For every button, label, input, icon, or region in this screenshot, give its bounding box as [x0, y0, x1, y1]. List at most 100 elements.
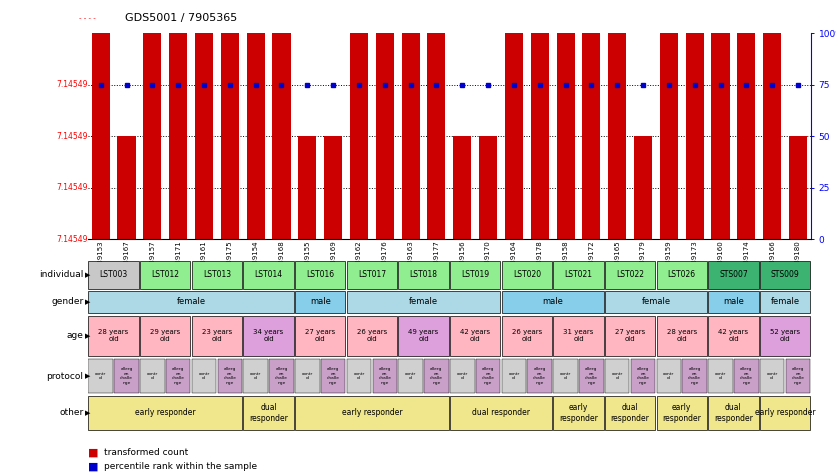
Text: contr
ol: contr ol	[508, 372, 519, 381]
Text: male: male	[310, 298, 331, 306]
Bar	[450, 359, 475, 393]
Text: gender: gender	[51, 298, 84, 306]
Text: contr
ol: contr ol	[250, 372, 262, 381]
Text: contr
ol: contr ol	[405, 372, 416, 381]
Text: contr
ol: contr ol	[198, 372, 210, 381]
Bar	[217, 359, 242, 393]
Text: female: female	[771, 298, 800, 306]
Bar	[453, 137, 472, 239]
Bar	[656, 261, 707, 289]
Bar	[89, 261, 139, 289]
Bar	[273, 33, 291, 239]
Text: 42 years
old: 42 years old	[460, 329, 490, 342]
Bar	[502, 359, 526, 393]
Bar	[115, 359, 139, 393]
Bar	[760, 359, 784, 393]
Bar	[295, 316, 345, 356]
Text: GSM989158: GSM989158	[563, 240, 568, 283]
Bar	[502, 261, 552, 289]
Text: LST013: LST013	[203, 270, 231, 279]
Text: contr
ol: contr ol	[663, 372, 675, 381]
Bar	[583, 33, 600, 239]
Bar	[350, 33, 368, 239]
Text: GSM989170: GSM989170	[485, 240, 491, 283]
Text: GDS5001 / 7905365: GDS5001 / 7905365	[125, 12, 237, 23]
Bar	[221, 33, 239, 239]
Bar	[708, 261, 758, 289]
Text: allerg
en
challe
nge: allerg en challe nge	[171, 367, 185, 385]
Text: contr
ol: contr ol	[147, 372, 158, 381]
Text: early
responder: early responder	[559, 403, 598, 422]
Text: contr
ol: contr ol	[354, 372, 364, 381]
Bar	[191, 359, 217, 393]
Text: LST021: LST021	[564, 270, 593, 279]
Text: GSM989180: GSM989180	[795, 240, 801, 283]
Text: early responder: early responder	[342, 409, 402, 417]
Text: ▶: ▶	[85, 410, 90, 416]
Bar	[760, 396, 810, 430]
Text: 26 years
old: 26 years old	[512, 329, 542, 342]
Text: allerg
en
challe
nge: allerg en challe nge	[430, 367, 443, 385]
Bar	[553, 261, 604, 289]
Text: early responder: early responder	[135, 409, 196, 417]
Text: GSM989167: GSM989167	[124, 240, 130, 283]
Text: allerg
en
challe
nge: allerg en challe nge	[585, 367, 598, 385]
Text: 42 years
old: 42 years old	[718, 329, 748, 342]
Bar	[557, 33, 574, 239]
Bar	[760, 316, 810, 356]
Bar	[295, 396, 449, 430]
Bar	[682, 359, 707, 393]
Bar	[686, 33, 704, 239]
Text: ▶: ▶	[85, 333, 90, 339]
Text: GSM989166: GSM989166	[769, 240, 775, 283]
Text: LST017: LST017	[358, 270, 386, 279]
Bar	[347, 291, 501, 313]
Bar	[243, 396, 293, 430]
Text: contr
ol: contr ol	[612, 372, 623, 381]
Text: STS009: STS009	[771, 270, 799, 279]
Bar	[479, 137, 497, 239]
Bar	[505, 33, 523, 239]
Text: GSM989175: GSM989175	[227, 240, 232, 283]
Text: ▶: ▶	[85, 373, 90, 379]
Bar	[631, 359, 655, 393]
Bar	[708, 396, 758, 430]
Bar	[324, 137, 342, 239]
Text: dual responder: dual responder	[472, 409, 530, 417]
Text: LST016: LST016	[306, 270, 334, 279]
Bar	[191, 261, 242, 289]
Text: LST020: LST020	[512, 270, 541, 279]
Bar	[89, 396, 242, 430]
Bar	[89, 316, 139, 356]
Bar	[528, 359, 552, 393]
Text: allerg
en
challe
nge: allerg en challe nge	[275, 367, 288, 385]
Text: GSM989177: GSM989177	[433, 240, 440, 283]
Text: GSM989157: GSM989157	[150, 240, 155, 283]
Bar	[579, 359, 604, 393]
Bar	[450, 261, 501, 289]
Text: LST003: LST003	[99, 270, 128, 279]
Text: 26 years
old: 26 years old	[357, 329, 387, 342]
Bar	[118, 137, 135, 239]
Bar	[398, 261, 449, 289]
Bar	[295, 261, 345, 289]
Text: GSM989164: GSM989164	[511, 240, 517, 283]
Text: female: female	[409, 298, 438, 306]
Bar	[656, 359, 681, 393]
Text: age: age	[67, 331, 84, 340]
Text: GSM989173: GSM989173	[691, 240, 698, 283]
Text: ■: ■	[88, 447, 99, 458]
Text: 23 years
old: 23 years old	[201, 329, 232, 342]
Bar	[450, 396, 552, 430]
Text: early
responder: early responder	[662, 403, 701, 422]
Bar	[321, 359, 345, 393]
Text: allerg
en
challe
nge: allerg en challe nge	[740, 367, 753, 385]
Bar	[375, 33, 394, 239]
Text: 28 years
old: 28 years old	[666, 329, 697, 342]
Bar	[760, 261, 810, 289]
Bar	[786, 359, 810, 393]
Text: GSM989174: GSM989174	[743, 240, 749, 283]
Bar	[169, 33, 187, 239]
Bar	[143, 33, 161, 239]
Bar	[608, 33, 626, 239]
